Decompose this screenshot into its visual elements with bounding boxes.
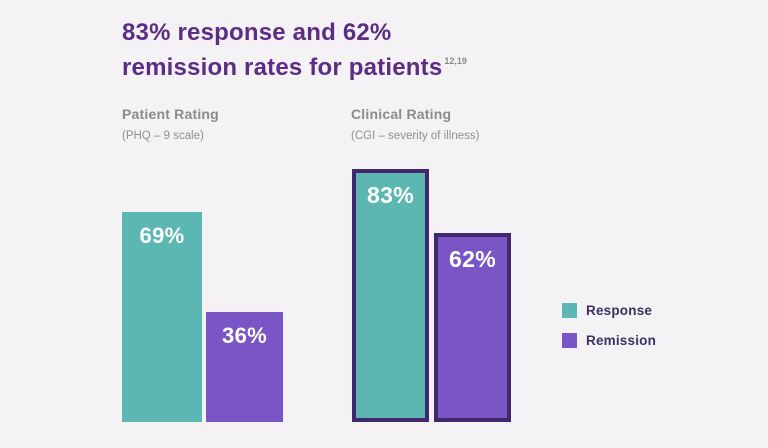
group-subtitle: (CGI – severity of illness)	[351, 130, 480, 142]
bar-value-label: 69%	[139, 223, 185, 248]
bar-value-label: 62%	[449, 246, 496, 272]
legend: Response Remission	[562, 303, 656, 363]
group-subtitle: (PHQ – 9 scale)	[122, 130, 204, 142]
bar-remission-patient: 36%	[206, 312, 283, 422]
title-line2: remission rates for patients	[122, 54, 443, 81]
bar-response-patient: 69%	[122, 212, 202, 422]
group-label-clinical-rating: Clinical Rating (CGI – severity of illne…	[351, 106, 479, 142]
title-line1: 83% response and 62%	[122, 19, 392, 46]
legend-item-remission: Remission	[562, 333, 656, 348]
page-title: 83% response and 62% remission rates for…	[122, 17, 467, 83]
legend-swatch-remission	[562, 333, 577, 348]
legend-label: Remission	[586, 333, 657, 348]
bar-value-label: 36%	[222, 323, 267, 348]
group-title: Patient Rating	[122, 106, 219, 122]
bar-response-clinical: 83%	[352, 169, 429, 422]
bar-value-label: 83%	[367, 182, 414, 208]
group-label-patient-rating: Patient Rating (PHQ – 9 scale)	[122, 106, 219, 142]
bar-remission-clinical: 62%	[434, 233, 511, 422]
group-title: Clinical Rating	[351, 106, 452, 122]
legend-item-response: Response	[562, 303, 656, 318]
title-superscript-reference: 12,19	[444, 56, 467, 66]
legend-label: Response	[586, 303, 653, 318]
legend-swatch-response	[562, 303, 577, 318]
